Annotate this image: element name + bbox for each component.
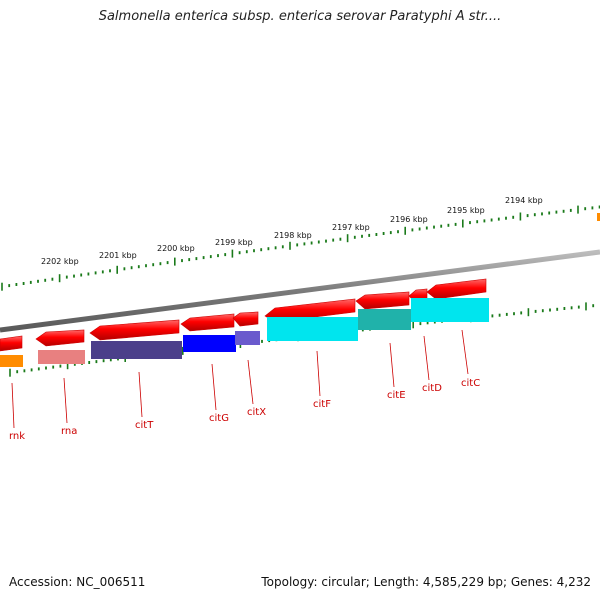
feature-rnk[interactable] [0,355,23,367]
gene-arrow-citE[interactable] [355,291,410,310]
scale-label-2197: 2197 kbp [332,223,370,232]
gene-arrow-rnk[interactable] [0,335,23,352]
feature-citT[interactable] [91,341,182,359]
gene-label-citX: citX [247,407,266,418]
gene-arrow-rna[interactable] [35,329,85,347]
gene-label-rnk: rnk [9,431,25,442]
feature-citG[interactable] [183,335,236,352]
scale-label-2195: 2195 kbp [447,206,485,215]
scale-label-2200: 2200 kbp [157,244,195,253]
scale-label-2202: 2202 kbp [41,257,79,266]
gene-label-rna: rna [61,426,77,437]
gene-label-citD: citD [422,383,442,394]
gene-arrow-citT[interactable] [89,319,180,341]
gene-label-citF: citF [313,399,331,410]
gene-label-citE: citE [387,390,406,401]
scale-label-2201: 2201 kbp [99,251,137,260]
scale-track [1,205,600,291]
accession-text: Accession: NC_006511 [9,575,146,589]
gene-arrow-citX[interactable] [232,311,259,327]
scale-label-2198: 2198 kbp [274,231,312,240]
gene-arrow-citG[interactable] [180,313,235,332]
feature-track [0,298,489,367]
feature-citF[interactable] [267,317,358,341]
feature-rna[interactable] [38,350,85,364]
gene-label-citC: citC [461,378,480,389]
scale-label-2196: 2196 kbp [390,215,428,224]
feature-citE[interactable] [358,309,411,330]
genome-info-text: Topology: circular; Length: 4,585,229 bp… [261,575,591,589]
map-title: Salmonella enterica subsp. enterica sero… [98,9,502,24]
scale-label-2199: 2199 kbp [215,238,253,247]
backbone-ring [0,249,600,333]
feature-citX[interactable] [235,331,260,345]
feature-citDC[interactable] [411,298,489,322]
scale-label-2194: 2194 kbp [505,196,543,205]
label-leaders [11,329,469,429]
edge-feature-mark [597,213,600,221]
gene-label-citT: citT [135,420,154,431]
gene-arrow-citC[interactable] [426,278,487,300]
gene-label-citG: citG [209,413,229,424]
